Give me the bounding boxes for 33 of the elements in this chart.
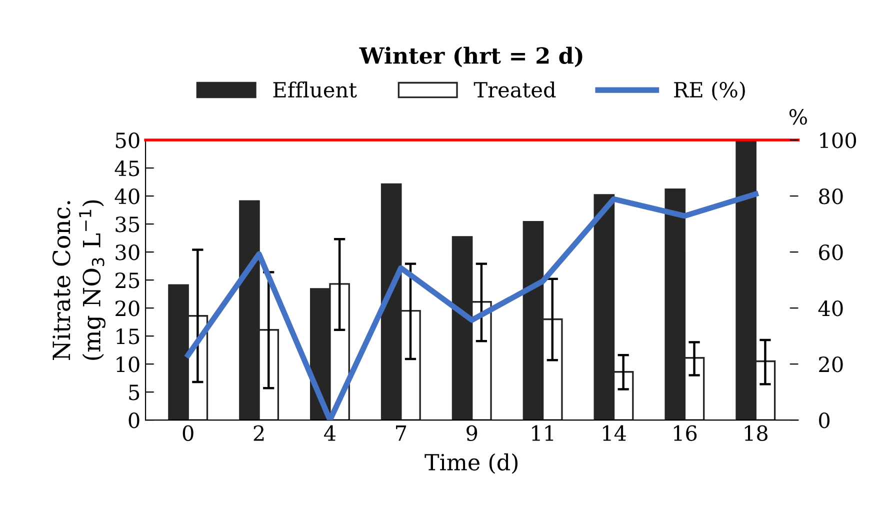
y2-tick-label: 0: [819, 412, 830, 428]
x-tick-label: 4: [324, 425, 336, 441]
x-tick-label: 16: [674, 425, 697, 442]
x-tick-label: 14: [603, 425, 626, 441]
y-tick-label: 50: [116, 132, 140, 148]
y-tick-label: 30: [116, 244, 140, 260]
x-tick-label: 0: [182, 425, 194, 442]
y2-axis-title: %: [789, 109, 807, 125]
y-tick-label: 5: [129, 384, 140, 400]
y2-tick-label: 60: [819, 244, 843, 260]
y-tick-label: 25: [116, 272, 140, 288]
x-axis-title: Time (d): [424, 453, 518, 474]
y2-tick-label: 40: [818, 300, 843, 316]
x-tick-label: 18: [744, 425, 768, 442]
legend-label: Treated: [474, 82, 556, 98]
x-tick-label: 2: [254, 425, 264, 441]
x-tick-label: 9: [466, 425, 478, 442]
y2-tick-label: 80: [819, 188, 843, 204]
y-tick-label: 15: [116, 328, 140, 344]
y-tick-label: 35: [116, 216, 140, 232]
y-tick-label: 45: [114, 160, 140, 176]
y-tick-label: 40: [114, 188, 140, 204]
y2-tick-label: 100: [820, 132, 856, 148]
y-tick-label: 10: [116, 356, 140, 372]
legend-label: Effluent: [273, 82, 357, 98]
x-tick-label: 7: [396, 426, 406, 441]
y-axis-title: Nitrate Conc. (mg NO$_{3}$ L$^{−1}$): [52, 200, 106, 360]
legend-label: RE (%): [674, 82, 745, 101]
x-tick-label: 11: [532, 425, 554, 441]
chart-title: Winter (hrt = 2 d): [359, 46, 582, 68]
y-tick-label: 20: [116, 300, 140, 316]
y-tick-label: 0: [128, 412, 140, 428]
y2-tick-label: 20: [819, 356, 843, 372]
